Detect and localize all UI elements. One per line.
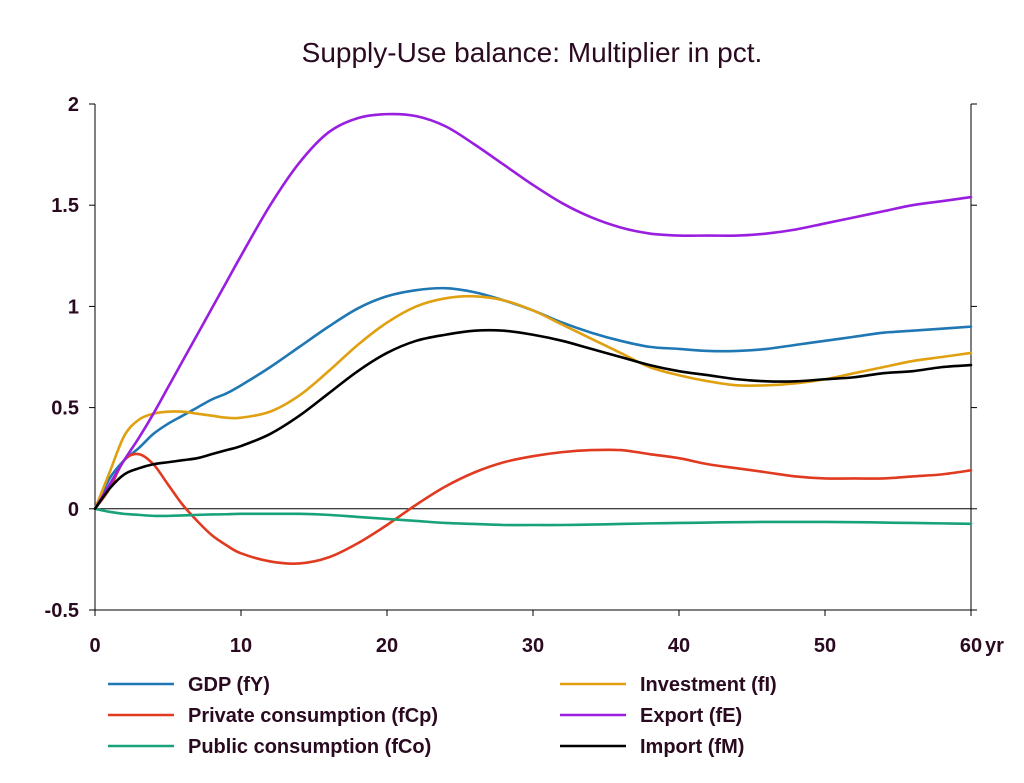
x-tick-label: 30 <box>522 635 544 657</box>
legend-label-public-consumption-fco: Public consumption (fCo) <box>188 736 431 758</box>
legend-label-gdp-fy: GDP (fY) <box>188 674 270 696</box>
chart-title: Supply-Use balance: Multiplier in pct. <box>302 37 763 68</box>
x-tick-label: 60 <box>960 635 982 657</box>
legend-label-investment-fi: Investment (fI) <box>640 674 777 696</box>
series-line-export-fe <box>93 112 973 511</box>
legend-label-export-fe: Export (fE) <box>640 705 742 727</box>
series-line-public-consumption-fco <box>93 507 973 527</box>
x-unit-label: yr <box>985 635 1004 657</box>
y-tick-label: 1.5 <box>51 195 79 217</box>
series-line-gdp-fy <box>93 286 973 511</box>
y-tick-label: 0 <box>68 499 79 521</box>
x-tick-label: 50 <box>814 635 836 657</box>
y-tick-label: 0.5 <box>51 398 79 420</box>
series-line-private-consumption-fcp <box>93 448 973 565</box>
x-tick-label: 20 <box>376 635 398 657</box>
series-line-import-fm <box>93 328 973 511</box>
y-tick-label: -0.5 <box>45 600 79 622</box>
x-tick-label: 0 <box>89 635 100 657</box>
legend-label-import-fm: Import (fM) <box>640 736 744 758</box>
x-tick-label: 40 <box>668 635 690 657</box>
plot-area: -0.500.511.520 10 20 30 40 50 60 yr <box>45 94 1005 657</box>
y-tick-label: 2 <box>68 94 79 116</box>
series-line-investment-fi <box>93 294 973 511</box>
legend-label-private-consumption-fcp: Private consumption (fCp) <box>188 705 438 727</box>
x-tick-label: 10 <box>230 635 252 657</box>
legend: GDP (fY) Private consumption (fCp) Public … <box>108 674 777 758</box>
y-tick-label: 1 <box>68 296 79 318</box>
